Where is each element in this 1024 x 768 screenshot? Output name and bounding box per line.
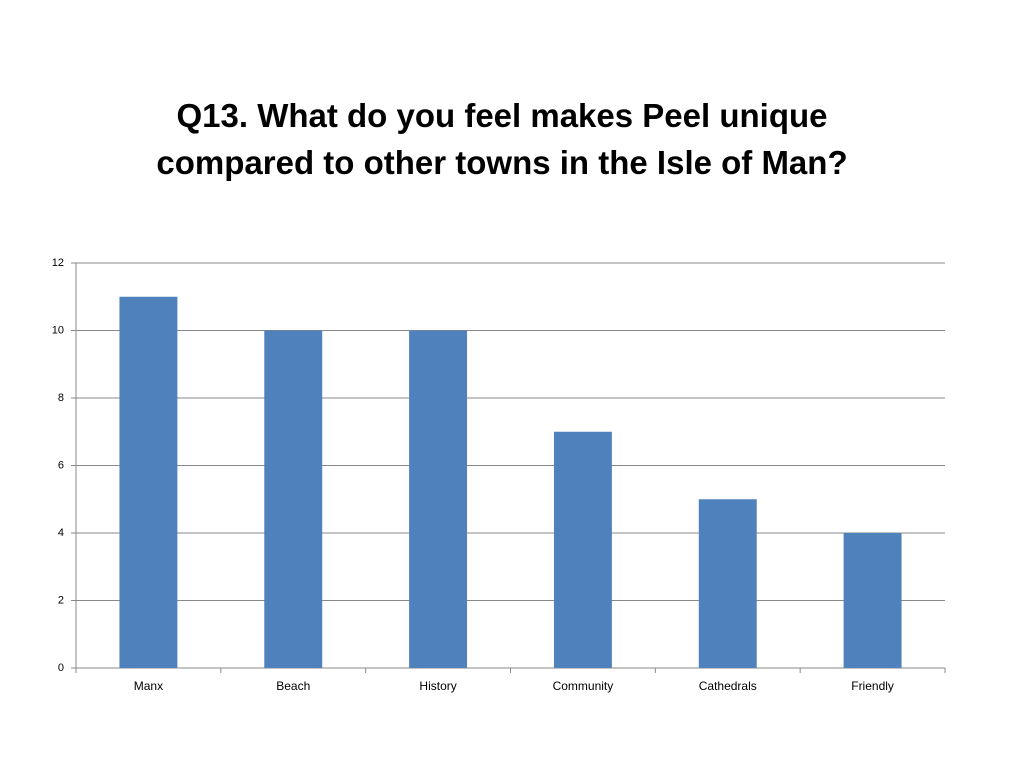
y-tick-label: 4: [58, 527, 64, 539]
bar: [119, 296, 178, 668]
x-tick-label: Cathedrals: [699, 679, 757, 693]
x-tick-label: History: [419, 679, 456, 693]
bar: [409, 330, 468, 668]
x-tick-label: Manx: [134, 679, 163, 693]
y-tick-label: 2: [58, 594, 64, 606]
y-tick-label: 8: [58, 392, 64, 404]
y-tick-label: 6: [58, 459, 64, 471]
x-tick-label: Friendly: [851, 679, 894, 693]
bar: [553, 431, 612, 668]
bar: [843, 533, 902, 668]
bar: [698, 499, 757, 668]
y-tick-label: 0: [58, 662, 64, 674]
x-tick-label: Community: [553, 679, 614, 693]
bar: [264, 330, 323, 668]
y-tick-label: 12: [52, 257, 64, 269]
y-tick-label: 10: [52, 324, 64, 336]
x-tick-label: Beach: [276, 679, 310, 693]
chart-title: Q13. What do you feel makes Peel unique …: [156, 97, 848, 181]
